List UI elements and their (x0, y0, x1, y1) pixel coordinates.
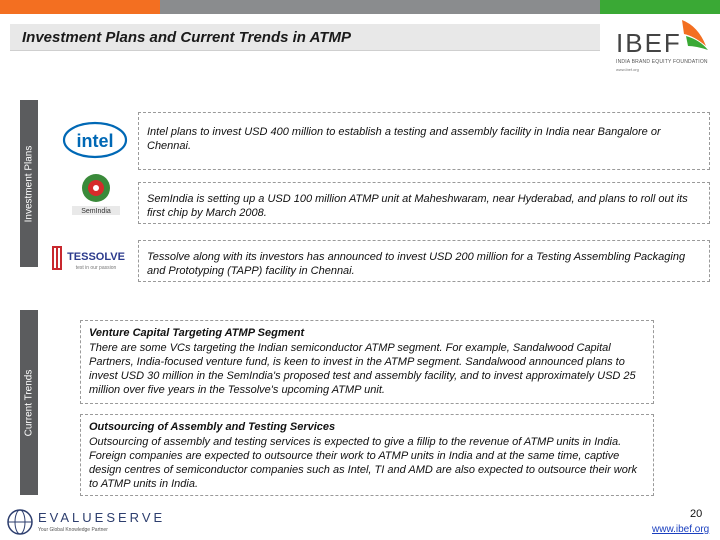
ibef-logo: IBEF INDIA BRAND EQUITY FOUNDATION www.i… (610, 16, 720, 76)
tessolve-logo-text: TESSOLVE (67, 251, 125, 263)
evalueserve-tagline: Your Global Knowledge Partner (38, 527, 108, 533)
semindia-plan-text: SemIndia is setting up a USD 100 million… (147, 193, 688, 219)
page-number: 20 (690, 508, 703, 520)
venture-capital-trend-box: Venture Capital Targeting ATMP Segment T… (80, 320, 654, 404)
tessolve-logo-icon: TESSOLVE test in our passion (52, 246, 125, 271)
venture-capital-trend-title: Venture Capital Targeting ATMP Segment (89, 327, 305, 339)
tessolve-plan-box: Tessolve along with its investors has an… (138, 240, 710, 282)
page-title: Investment Plans and Current Trends in A… (22, 29, 351, 46)
top-bar-gray-segment (160, 0, 600, 14)
semindia-logo-icon: SemIndia (72, 174, 120, 215)
evalueserve-wordmark: EVALUESERVE (38, 510, 166, 525)
intel-logo-icon: intel (62, 121, 128, 159)
investment-plans-band: Investment Plans (20, 100, 38, 267)
outsourcing-trend-title: Outsourcing of Assembly and Testing Serv… (89, 421, 336, 433)
ibef-url: www.ibef.org (616, 67, 639, 72)
top-bar-green-segment (600, 0, 720, 14)
top-bar-orange-segment (0, 0, 160, 14)
outsourcing-trend-body: Outsourcing of assembly and testing serv… (89, 436, 638, 490)
current-trends-label: Current Trends (23, 369, 35, 436)
venture-capital-trend-body: There are some VCs targeting the Indian … (89, 342, 636, 396)
ibef-website-link[interactable]: www.ibef.org (652, 524, 710, 535)
tessolve-plan-text: Tessolve along with its investors has an… (147, 251, 686, 277)
intel-plan-box: Intel plans to invest USD 400 million to… (138, 112, 710, 170)
title-box: Investment Plans and Current Trends in A… (10, 24, 600, 51)
semindia-logo-text: SemIndia (81, 208, 111, 215)
top-color-bar (0, 0, 720, 14)
ibef-flag-icon (682, 20, 708, 50)
semindia-plan-box: SemIndia is setting up a USD 100 million… (138, 182, 710, 224)
tessolve-tagline: test in our passion (76, 265, 117, 271)
investment-plans-label: Investment Plans (23, 145, 35, 222)
outsourcing-trend-box: Outsourcing of Assembly and Testing Serv… (80, 414, 654, 496)
evalueserve-globe-icon (7, 509, 33, 535)
ibef-subtitle: INDIA BRAND EQUITY FOUNDATION (616, 59, 708, 65)
intel-logo-text: intel (76, 131, 113, 151)
current-trends-band: Current Trends (20, 310, 38, 495)
ibef-wordmark: IBEF (616, 28, 682, 58)
intel-plan-text: Intel plans to invest USD 400 million to… (147, 126, 661, 152)
evalueserve-logo: EVALUESERVE Your Global Knowledge Partne… (4, 506, 162, 536)
